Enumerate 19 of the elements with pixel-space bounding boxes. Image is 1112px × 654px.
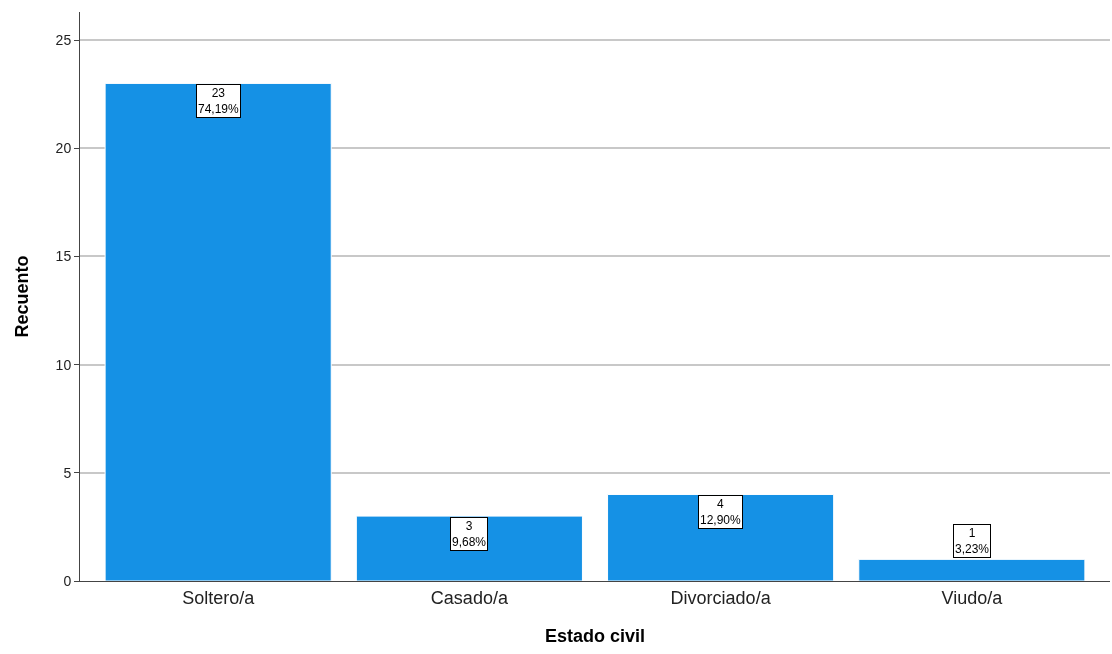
y-tick-label: 0	[63, 572, 72, 589]
data-label: 4 12,90%	[700, 497, 742, 527]
bar	[607, 493, 835, 581]
y-tick-label: 5	[63, 464, 72, 481]
x-tick-label: Soltero/a	[182, 587, 256, 608]
x-tick-label: Casado/a	[430, 587, 509, 608]
data-label: 3 9,68%	[452, 519, 487, 549]
x-axis-title: Estado civil	[544, 625, 646, 646]
data-label: 1 3,23%	[955, 526, 990, 556]
y-tick-label: 20	[55, 140, 72, 157]
data-label: 23 74,19%	[198, 86, 240, 116]
x-tick-label: Viudo/a	[941, 587, 1004, 608]
y-tick-label: 15	[55, 248, 72, 265]
bar	[104, 82, 332, 581]
bar	[355, 515, 583, 581]
x-tick-label: Divorciado/a	[670, 587, 772, 608]
y-tick-label: 25	[55, 32, 72, 49]
y-tick-label: 10	[55, 356, 72, 373]
y-axis-title: Recuento	[11, 255, 32, 338]
